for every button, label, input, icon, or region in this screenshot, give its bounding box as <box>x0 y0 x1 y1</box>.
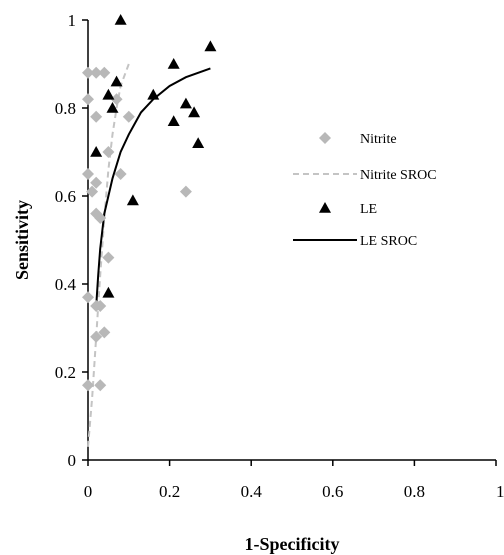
x-tick-label: 0 <box>84 482 93 501</box>
y-tick-label: 1 <box>68 11 77 30</box>
le-point <box>90 146 103 157</box>
nitrite-point <box>114 168 127 180</box>
nitrite-legend-marker <box>319 132 331 144</box>
le-point <box>188 106 201 118</box>
x-ticks: 0 0.2 0.4 0.6 0.8 1 <box>84 460 504 501</box>
axes: 0 0.2 0.4 0.6 0.8 1 0 0.2 0.4 0.6 0.8 1 1-Specific… <box>12 11 504 554</box>
le-point <box>167 115 180 126</box>
nitrite-legend-label: Nitrite <box>360 132 397 147</box>
nitrite-point <box>82 168 94 180</box>
x-axis-title: 1-Specificity <box>245 534 340 554</box>
le-sroc-curve <box>95 67 211 307</box>
x-tick-label: 0.8 <box>404 482 425 501</box>
nitrite-point <box>82 66 94 79</box>
nitrite-sroc-legend-label: Nitrite SROC <box>360 168 437 183</box>
legend: Nitrite Nitrite SROC LE LE SROC <box>293 132 437 249</box>
le-point <box>102 286 115 298</box>
nitrite-point <box>179 185 192 198</box>
nitrite-point <box>90 330 103 343</box>
le-point <box>106 102 119 113</box>
nitrite-point <box>94 379 107 392</box>
le-point <box>147 88 160 100</box>
le-point <box>110 75 123 87</box>
le-legend-marker <box>319 202 331 213</box>
x-tick-label: 1 <box>496 482 504 501</box>
nitrite-point <box>82 93 94 106</box>
nitrite-point <box>98 326 111 339</box>
plot-area <box>82 14 217 447</box>
le-point <box>114 14 127 25</box>
le-point <box>167 58 180 69</box>
nitrite-point <box>86 185 99 198</box>
nitrite-point <box>94 300 107 312</box>
x-tick-label: 0.2 <box>159 482 180 501</box>
le-point <box>204 40 217 52</box>
y-axis-title: Sensitivity <box>12 200 32 280</box>
nitrite-point <box>82 379 94 392</box>
nitrite-point <box>90 66 103 79</box>
le-sroc-legend-label: LE SROC <box>360 234 417 249</box>
y-tick-label: 0.2 <box>55 363 76 382</box>
x-tick-label: 0.6 <box>322 482 343 501</box>
le-point <box>102 88 115 100</box>
le-point <box>126 194 139 206</box>
nitrite-point <box>94 212 107 224</box>
nitrite-point <box>102 251 115 264</box>
y-tick-label: 0 <box>68 451 77 470</box>
le-point <box>192 137 205 148</box>
nitrite-point <box>110 93 123 106</box>
le-legend-label: LE <box>360 202 377 217</box>
nitrite-point <box>90 176 103 189</box>
y-tick-label: 0.4 <box>55 275 77 294</box>
y-tick-label: 0.6 <box>55 187 76 206</box>
nitrite-point <box>102 146 115 158</box>
nitrite-point <box>122 110 135 123</box>
nitrite-point <box>90 110 103 123</box>
nitrite-point <box>98 66 111 79</box>
x-tick-label: 0.4 <box>241 482 263 501</box>
le-point <box>179 97 192 109</box>
nitrite-point <box>82 291 94 304</box>
y-ticks: 0 0.2 0.4 0.6 0.8 1 <box>55 11 88 470</box>
y-tick-label: 0.8 <box>55 99 76 118</box>
